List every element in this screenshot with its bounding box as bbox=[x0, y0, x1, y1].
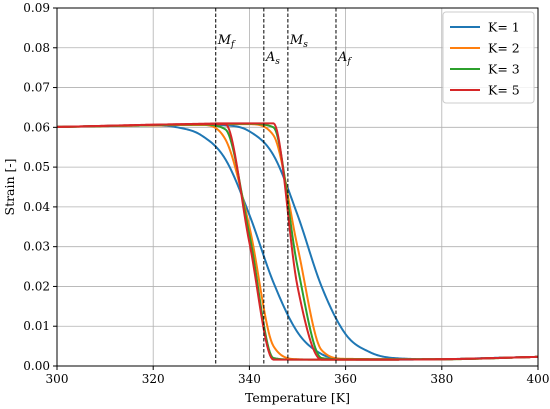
x-tick-label: 300 bbox=[46, 372, 69, 386]
y-tick-label: 0.09 bbox=[23, 1, 50, 15]
y-tick-label: 0.08 bbox=[23, 41, 50, 55]
x-tick-label: 380 bbox=[430, 372, 453, 386]
plot-frame bbox=[56, 7, 539, 367]
y-tick-label: 0.01 bbox=[23, 319, 50, 333]
x-tick-label: 320 bbox=[142, 372, 165, 386]
y-axis-label: Strain [-] bbox=[2, 158, 17, 215]
x-tick-label: 340 bbox=[238, 372, 261, 386]
y-tick-label: 0.04 bbox=[23, 200, 50, 214]
y-tick-label: 0.03 bbox=[23, 240, 50, 254]
y-ticks: 0.00 0.01 0.02 0.03 0.04 0.05 0.06 0.07 0.08 0.09 bbox=[23, 1, 57, 373]
y-tick-label: 0.07 bbox=[23, 81, 50, 95]
curves bbox=[56, 122, 539, 361]
legend-box bbox=[442, 11, 535, 104]
y-tick-label: 0.05 bbox=[23, 160, 50, 174]
legend-label: K= 1 bbox=[488, 20, 520, 35]
x-tick-label: 400 bbox=[527, 372, 550, 386]
series-line-heating bbox=[56, 122, 539, 361]
x-ticks: 300 320 340 360 380 400 bbox=[46, 366, 550, 386]
x-axis-label: Temperature [K] bbox=[245, 390, 350, 405]
y-tick-label: 0.02 bbox=[23, 279, 50, 293]
x-tick-label: 360 bbox=[334, 372, 357, 386]
y-tick-label: 0.06 bbox=[23, 120, 50, 134]
legend-label: K= 3 bbox=[488, 62, 520, 77]
legend-label: K= 5 bbox=[488, 83, 520, 98]
legend: K= 1 K= 2 K= 3 K= 5 bbox=[442, 11, 535, 104]
legend-label: K= 2 bbox=[488, 41, 520, 56]
y-tick-label: 0.00 bbox=[23, 359, 50, 373]
